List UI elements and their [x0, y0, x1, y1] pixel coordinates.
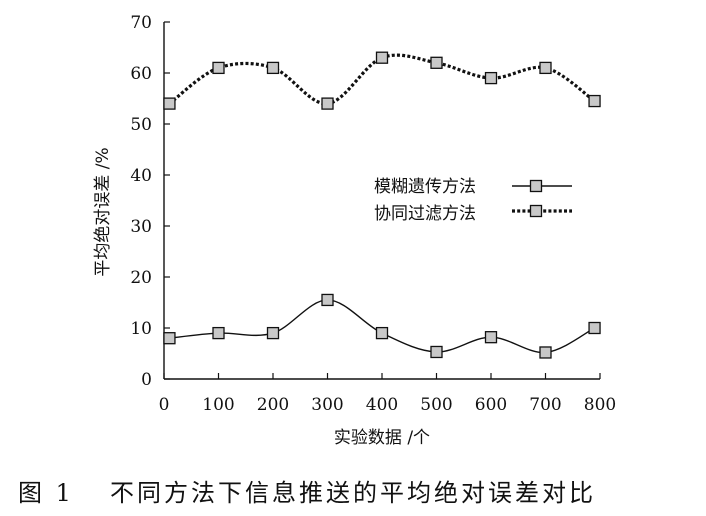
figure-caption-text: 不同方法下信息推送的平均绝对误差对比 [110, 479, 596, 507]
data-point [430, 56, 443, 69]
data-point [321, 293, 334, 307]
x-tick-label: 800 [584, 395, 616, 415]
x-tick-label: 0 [159, 395, 170, 415]
chart-ticks: 0 100 200 300 400 500 600 700 800 0 10 20 30 40 50 60 70 [130, 13, 616, 415]
legend-marker [529, 179, 543, 193]
x-tick-label: 100 [202, 395, 234, 415]
data-point [588, 94, 601, 108]
data-point [484, 331, 498, 344]
data-point [212, 326, 225, 340]
y-tick-label: 70 [130, 13, 152, 33]
figure-caption-number: 图 1 [18, 479, 74, 507]
y-tick-label: 60 [130, 64, 152, 84]
data-point [588, 321, 601, 335]
chart-axes [163, 22, 600, 380]
data-point [266, 326, 280, 340]
data-point [539, 346, 552, 359]
series-line [169, 299, 595, 354]
x-tick-label: 300 [311, 395, 343, 415]
y-tick-label: 20 [130, 268, 152, 288]
data-point [430, 345, 443, 359]
legend-marker [529, 204, 543, 218]
x-tick-label: 200 [257, 395, 289, 415]
x-axis-title: 实验数据 /个 [334, 428, 430, 448]
y-tick-label: 30 [130, 217, 152, 237]
data-point [375, 326, 389, 340]
chart-series [163, 51, 601, 359]
data-point [484, 71, 498, 85]
y-axis-title: 平均绝对误差 /% [93, 147, 113, 276]
data-point [266, 61, 280, 75]
data-point [375, 51, 389, 64]
series-1 [163, 293, 601, 359]
data-point [321, 97, 334, 110]
x-tick-label: 600 [475, 395, 507, 415]
x-tick-label: 700 [529, 395, 561, 415]
x-tick-label: 500 [420, 395, 452, 415]
data-point [163, 97, 176, 110]
series-2 [163, 51, 601, 110]
data-point [163, 332, 176, 345]
y-tick-label: 50 [130, 115, 152, 135]
y-tick-label: 0 [141, 370, 152, 390]
data-point [212, 61, 225, 75]
data-point [539, 61, 552, 75]
y-tick-label: 40 [130, 166, 152, 186]
legend-label: 模糊遗传方法 [374, 177, 476, 197]
legend-label: 协同过滤方法 [374, 204, 476, 224]
y-tick-label: 10 [130, 319, 152, 339]
x-tick-label: 400 [366, 395, 398, 415]
